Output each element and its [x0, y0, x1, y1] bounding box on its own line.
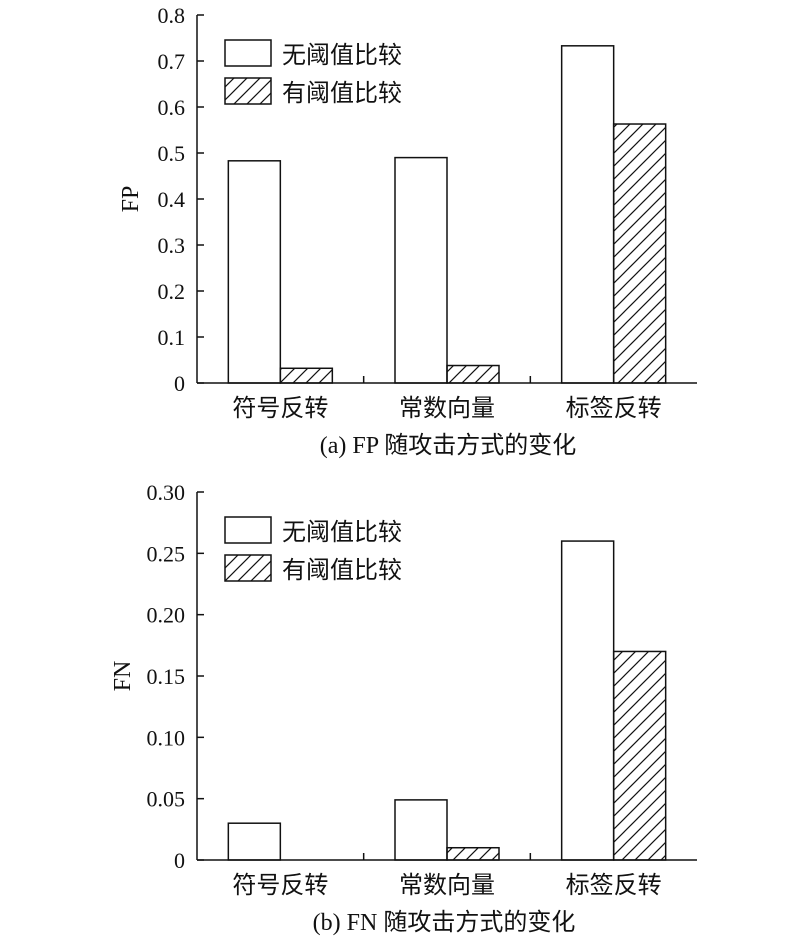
- fp-legend-swatch: [224, 39, 272, 67]
- fp-bar-no-threshold: [394, 156, 448, 384]
- fn-y-axis-ticks: 0 0.05 0.10 0.15 0.20 0.25 0.30: [147, 480, 204, 873]
- fp-legend-swatch: [224, 77, 272, 105]
- fp-bar-threshold: [612, 123, 667, 384]
- fp-bar-chart: 0 0.1 0.2 0.3 0.4 0.5 0.6 0.7 0.8 符号反转 常数向量 标签反转 无…: [118, 3, 697, 459]
- fp-bar-threshold: [446, 364, 500, 384]
- fn-category-label: 常数向量: [399, 871, 495, 899]
- fn-category-label: 符号反转: [232, 871, 328, 899]
- fn-y-tick-label: 0.05: [147, 787, 186, 812]
- fp-y-tick-label: 0.2: [158, 279, 186, 304]
- fp-x-axis-labels: 符号反转 常数向量 标签反转: [232, 376, 662, 422]
- fp-legend-label: 无阈值比较: [282, 41, 402, 69]
- fp-category-label: 标签反转: [566, 394, 662, 422]
- fp-y-tick-label: 0.6: [158, 95, 186, 120]
- fn-bar-no-threshold: [394, 799, 448, 861]
- fp-y-tick-label: 0.7: [158, 49, 186, 74]
- fn-legend-label: 无阈值比较: [282, 518, 402, 546]
- fn-y-tick-label: 0.20: [147, 603, 186, 628]
- fn-legend-label: 有阈值比较: [282, 556, 402, 584]
- fp-category-label: 符号反转: [232, 394, 328, 422]
- fn-legend-swatch: [224, 554, 272, 582]
- fn-bars: [227, 540, 667, 861]
- fn-y-tick-label: 0.15: [147, 664, 186, 689]
- fp-y-tick-label: 0: [174, 371, 185, 396]
- fp-bar-threshold: [279, 367, 334, 384]
- fn-bar-no-threshold: [560, 540, 615, 861]
- fn-bar-threshold: [612, 650, 667, 861]
- fn-bar-threshold: [446, 846, 500, 861]
- fp-y-tick-label: 0.3: [158, 233, 186, 258]
- fp-y-axis-title: FP: [118, 186, 144, 213]
- fn-y-axis-title: FN: [110, 661, 136, 692]
- fn-x-axis-labels: 符号反转 常数向量 标签反转: [232, 853, 662, 899]
- fp-bar-no-threshold: [560, 45, 615, 384]
- fn-category-label: 标签反转: [566, 871, 662, 899]
- fp-y-axis-ticks: 0 0.1 0.2 0.3 0.4 0.5 0.6 0.7 0.8: [158, 3, 204, 396]
- fp-bar-no-threshold: [227, 160, 282, 384]
- fp-legend-label: 有阈值比较: [282, 79, 402, 107]
- fn-y-tick-label: 0.25: [147, 541, 186, 566]
- fn-bar-no-threshold: [227, 822, 282, 861]
- fn-caption: (b) FN 随攻击方式的变化: [313, 909, 576, 936]
- fn-y-tick-label: 0: [174, 848, 185, 873]
- fp-y-tick-label: 0.4: [158, 187, 186, 212]
- fn-bar-chart: 0 0.05 0.10 0.15 0.20 0.25 0.30 符号反转 常数向量 标签反转 无…: [110, 480, 697, 936]
- fn-legend-swatch: [224, 516, 272, 544]
- fn-y-tick-label: 0.10: [147, 725, 186, 750]
- fp-y-tick-label: 0.1: [158, 325, 186, 350]
- fp-caption: (a) FP 随攻击方式的变化: [320, 432, 576, 459]
- fp-y-tick-label: 0.8: [158, 3, 186, 28]
- fp-y-tick-label: 0.5: [158, 141, 186, 166]
- fn-y-tick-label: 0.30: [147, 480, 186, 505]
- fp-category-label: 常数向量: [399, 394, 495, 422]
- fp-bars: [227, 45, 667, 384]
